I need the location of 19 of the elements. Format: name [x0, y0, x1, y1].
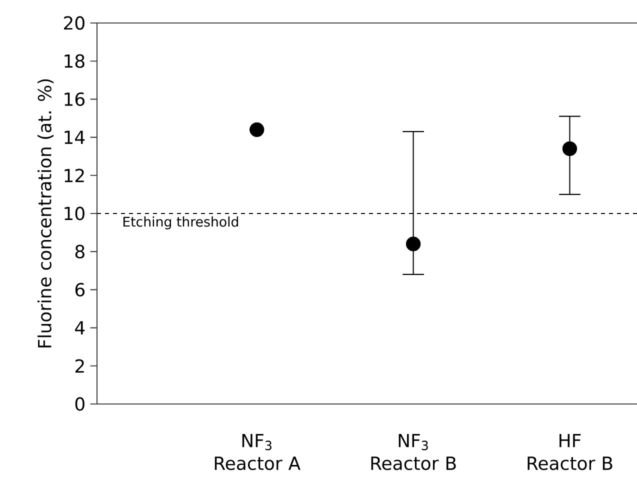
- y-tick-label: 0: [75, 397, 84, 411]
- y-axis-title: Fluorine concentration (at. %): [38, 79, 54, 348]
- y-tick-label: 10: [64, 206, 84, 220]
- y-tick-label: 4: [75, 321, 85, 334]
- y-tick-label: 12: [64, 168, 84, 182]
- x-tick-label: NF$_{3}$ Reactor B: [371, 434, 456, 470]
- y-tick-label: 2: [75, 359, 84, 373]
- y-tick-label: 8: [75, 244, 84, 258]
- point: [250, 122, 264, 138]
- y-tick-label: 6: [75, 282, 85, 296]
- ref-line-label: Etching threshold: [123, 216, 238, 230]
- y-tick-label: 20: [64, 16, 84, 30]
- y-tick-label: 16: [64, 92, 84, 106]
- x-tick-label: HF Reactor B: [528, 434, 612, 470]
- x-tick-label: NF$_{3}$ Reactor A: [214, 434, 300, 470]
- point: [406, 236, 421, 252]
- y-tick-label: 14: [64, 130, 85, 144]
- y-tick-label: 18: [64, 54, 84, 68]
- point: [562, 141, 578, 156]
